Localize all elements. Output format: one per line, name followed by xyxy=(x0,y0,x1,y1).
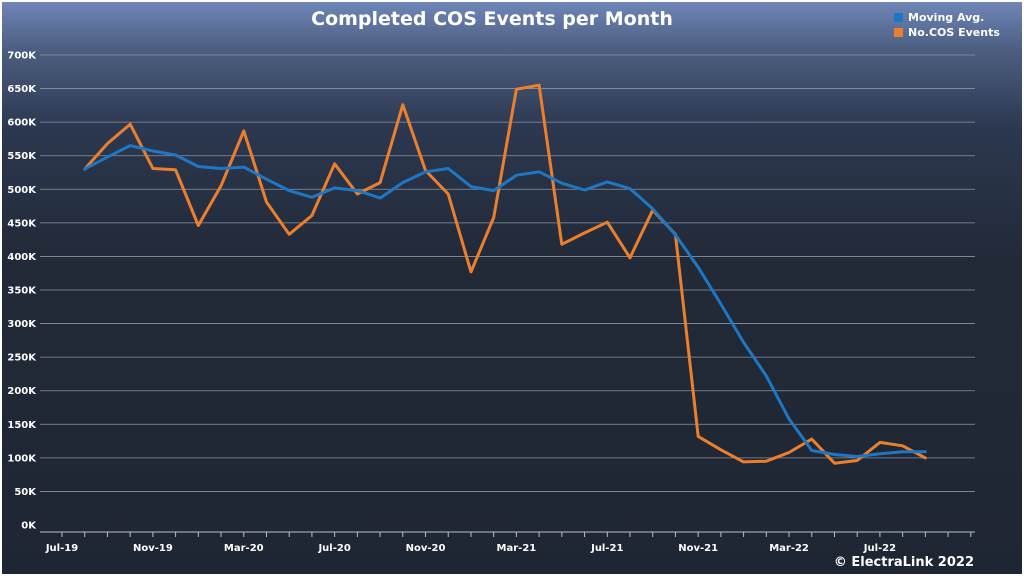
legend-item-moving-avg: Moving Avg. xyxy=(894,10,1000,25)
y-tick-label: 150K xyxy=(7,420,37,431)
x-tick-label: Jul-21 xyxy=(590,543,623,554)
legend-item-cos-events: No.COS Events xyxy=(894,25,1000,40)
x-tick-label: Jul-20 xyxy=(317,543,350,554)
series-line-moving-avg xyxy=(83,144,927,458)
series-lines xyxy=(83,83,927,465)
x-tick-label: Nov-20 xyxy=(406,543,446,554)
x-tick-label: Nov-21 xyxy=(678,543,718,554)
x-tick-label: Mar-22 xyxy=(769,543,809,554)
y-axis-ticks: 0K 50K 100K 150K 200K 250K 300K 350K 400K 450K 500… xyxy=(7,51,37,532)
chart-title: Completed COS Events per Month xyxy=(311,8,673,30)
y-tick-label: 550K xyxy=(7,151,37,162)
series-line-cos-events xyxy=(83,83,927,465)
y-tick-label: 0K xyxy=(21,521,37,532)
y-tick-label: 500K xyxy=(7,185,37,196)
legend-swatch xyxy=(894,28,903,37)
legend: Moving Avg. No.COS Events xyxy=(894,10,1000,40)
y-tick-label: 700K xyxy=(7,51,37,62)
gridlines xyxy=(40,54,975,492)
x-tick-label: Mar-20 xyxy=(224,543,264,554)
x-tick-label: Jul-19 xyxy=(45,543,78,554)
x-tick-label: Jul-22 xyxy=(863,543,896,554)
y-tick-label: 350K xyxy=(7,286,37,297)
x-tick-label: Mar-21 xyxy=(497,543,537,554)
x-tick-label: Nov-19 xyxy=(133,543,173,554)
y-tick-label: 600K xyxy=(7,118,37,129)
y-tick-label: 400K xyxy=(7,252,37,263)
y-tick-label: 450K xyxy=(7,218,37,229)
legend-label: Moving Avg. xyxy=(908,11,985,24)
y-tick-label: 50K xyxy=(14,487,37,498)
y-tick-label: 100K xyxy=(7,453,37,464)
x-axis: Jul-19 Nov-19 Mar-20 Jul-20 Nov-20 Mar-21 Jul-… xyxy=(40,531,975,554)
y-tick-label: 200K xyxy=(7,386,37,397)
y-tick-label: 650K xyxy=(7,84,37,95)
legend-swatch xyxy=(894,13,903,22)
legend-label: No.COS Events xyxy=(908,26,1000,39)
copyright-text: © ElectraLink 2022 xyxy=(833,555,974,570)
y-tick-label: 300K xyxy=(7,319,37,330)
y-tick-label: 250K xyxy=(7,353,37,364)
